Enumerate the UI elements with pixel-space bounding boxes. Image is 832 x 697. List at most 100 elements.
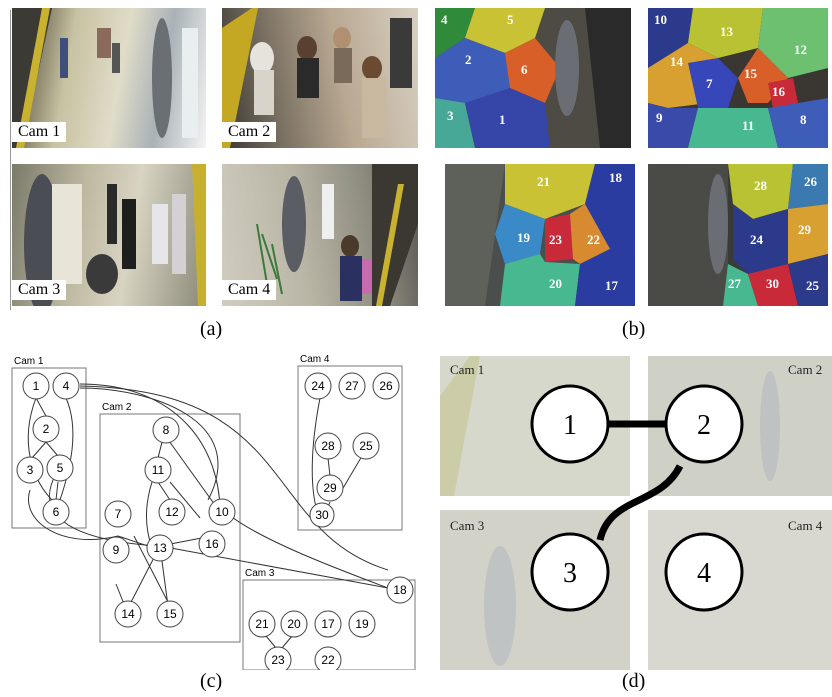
svg-text:14: 14 <box>121 607 135 621</box>
graph-node-12: 12 <box>158 498 186 526</box>
svg-text:5: 5 <box>57 461 64 475</box>
cam4-photo: Cam 4 <box>222 164 418 306</box>
graph-node-29: 29 <box>316 474 344 502</box>
region-label-30: 30 <box>766 276 779 291</box>
svg-text:17: 17 <box>321 617 335 631</box>
graph-node-6: 6 <box>42 498 70 526</box>
region-label-8: 8 <box>800 112 807 127</box>
region-map-cam4: 28 26 24 29 27 30 25 <box>648 164 828 306</box>
svg-text:27: 27 <box>345 379 359 393</box>
graph-node-13: 13 <box>146 534 174 562</box>
svg-text:4: 4 <box>697 558 711 589</box>
panel-b-label: (b) <box>622 318 646 340</box>
panel-c-label: (c) <box>200 670 223 692</box>
svg-text:22: 22 <box>321 653 335 667</box>
graph-node-4: 4 <box>52 372 80 400</box>
cam4-scene <box>256 164 418 306</box>
cam2-scene <box>222 8 412 148</box>
graph-node-3: 3 <box>16 456 44 484</box>
svg-text:9: 9 <box>113 543 120 557</box>
d-node-2: 2 <box>664 384 744 464</box>
svg-text:24: 24 <box>311 379 325 393</box>
panel-c-graph: Cam 1 Cam 2 Cam 3 Cam 4 <box>11 354 416 670</box>
graph-node-10: 10 <box>208 498 236 526</box>
cam2-box-title: Cam 2 <box>102 402 132 413</box>
svg-text:13: 13 <box>153 541 167 555</box>
cam3-photo: Cam 3 <box>12 164 206 306</box>
svg-text:29: 29 <box>323 481 337 495</box>
svg-text:1: 1 <box>33 379 40 393</box>
d-cam2-tag: Cam 2 <box>788 362 822 377</box>
graph-node-22: 22 <box>314 646 342 670</box>
region-label-28: 28 <box>754 178 768 193</box>
region-label-21: 21 <box>537 174 550 189</box>
region-label-22: 22 <box>587 232 600 247</box>
svg-text:19: 19 <box>355 617 369 631</box>
svg-text:15: 15 <box>163 607 177 621</box>
svg-text:21: 21 <box>255 617 269 631</box>
graph-node-24: 24 <box>304 372 332 400</box>
cam1-tag: Cam 1 <box>12 122 67 142</box>
cam1-scene <box>12 8 198 148</box>
graph-node-20: 20 <box>280 610 308 638</box>
svg-text:2: 2 <box>697 410 711 441</box>
svg-text:1: 1 <box>563 410 577 441</box>
cam2-box <box>99 413 241 643</box>
svg-text:2: 2 <box>43 422 50 436</box>
svg-text:18: 18 <box>393 583 407 597</box>
region-label-24: 24 <box>750 232 764 247</box>
panel-d-graph: Cam 1 Cam 2 Cam 3 Cam 4 1 2 3 4 <box>440 356 832 670</box>
region-label-9: 9 <box>656 110 663 125</box>
region-label-14: 14 <box>670 54 684 69</box>
graph-node-2: 2 <box>32 415 60 443</box>
graph-node-17: 17 <box>314 610 342 638</box>
panel-d-label: (d) <box>622 670 646 692</box>
d-node-1: 1 <box>530 384 610 464</box>
graph-node-1: 1 <box>22 372 50 400</box>
graph-node-5: 5 <box>46 454 74 482</box>
d-cam3-tag: Cam 3 <box>450 518 484 533</box>
graph-node-27: 27 <box>338 372 366 400</box>
region-label-12: 12 <box>794 42 807 57</box>
cam1-box-title: Cam 1 <box>14 356 44 367</box>
region-label-17: 17 <box>605 278 619 293</box>
region-label-10: 10 <box>654 12 667 27</box>
svg-text:28: 28 <box>321 439 335 453</box>
cam4-box <box>297 365 403 531</box>
cam4-tag: Cam 4 <box>222 280 277 300</box>
svg-text:30: 30 <box>315 508 329 522</box>
cam1-box <box>11 367 87 529</box>
cam1-photo: Cam 1 <box>12 8 206 148</box>
svg-text:7: 7 <box>115 507 122 521</box>
edge-2-3 <box>596 464 684 541</box>
svg-text:4: 4 <box>63 379 70 393</box>
region-label-1: 1 <box>499 112 506 127</box>
region-label-11: 11 <box>742 118 754 133</box>
graph-node-25: 25 <box>352 432 380 460</box>
svg-text:3: 3 <box>563 558 577 589</box>
graph-node-23: 23 <box>264 646 292 670</box>
svg-text:10: 10 <box>215 505 229 519</box>
svg-text:11: 11 <box>152 463 165 477</box>
region-label-20: 20 <box>549 276 562 291</box>
d-cam1-tag: Cam 1 <box>450 362 484 377</box>
region-label-5: 5 <box>507 12 514 27</box>
svg-text:23: 23 <box>271 653 285 667</box>
region-label-25: 25 <box>806 278 820 293</box>
svg-text:20: 20 <box>287 617 301 631</box>
region-map-cam1: 4 5 2 6 3 1 <box>435 8 631 148</box>
svg-text:16: 16 <box>205 537 219 551</box>
region-label-6: 6 <box>521 62 528 77</box>
d-node-4: 4 <box>664 532 744 612</box>
cam3-box <box>242 579 416 670</box>
region-label-15: 15 <box>744 66 758 81</box>
region-label-26: 26 <box>804 174 818 189</box>
panel-a-label: (a) <box>200 318 223 340</box>
graph-node-14: 14 <box>114 600 142 628</box>
graph-node-26: 26 <box>372 372 400 400</box>
region-label-13: 13 <box>720 24 734 39</box>
region-label-19: 19 <box>517 230 531 245</box>
region-label-18: 18 <box>609 170 623 185</box>
graph-node-15: 15 <box>156 600 184 628</box>
cam2-tag: Cam 2 <box>222 122 277 142</box>
